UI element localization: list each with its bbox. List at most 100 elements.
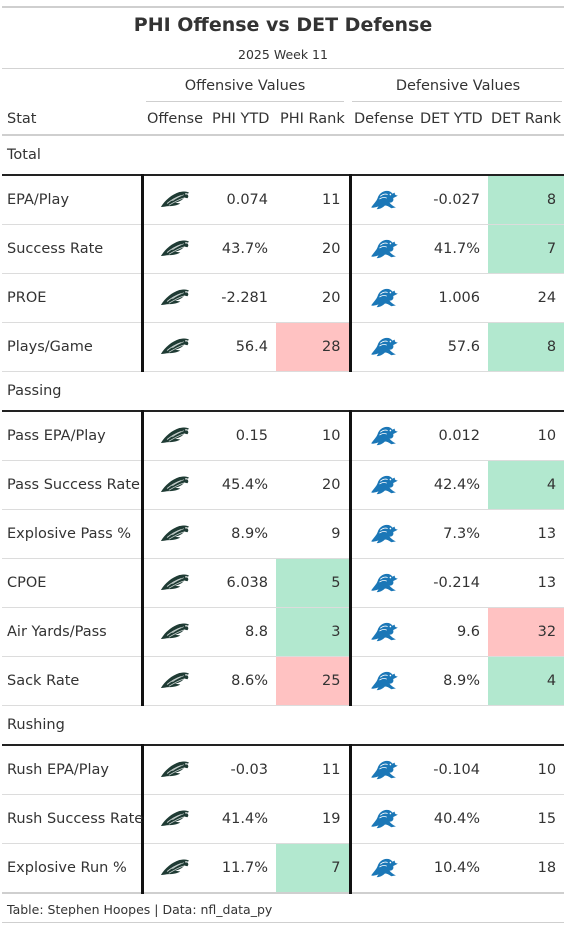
det-ytd-value: 8.9% [416, 656, 488, 706]
lions-logo-icon [369, 474, 399, 496]
offense-logo-cell [142, 745, 206, 795]
lions-logo-icon [369, 425, 399, 447]
det-ytd-value: 10.4% [416, 843, 488, 894]
defense-logo-cell [350, 843, 416, 894]
stat-name: Rush Success Rate [2, 794, 144, 844]
stat-name: Plays/Game [2, 322, 144, 372]
table-title: PHI Offense vs DET Defense [133, 14, 433, 36]
column-header-rule [2, 134, 564, 136]
table-row: Pass Success Rate 45.4% 20 42.4% 4 [2, 460, 565, 510]
offense-logo-cell [142, 460, 206, 510]
phi-ytd-value: 8.8 [206, 607, 276, 657]
eagles-logo-icon [160, 288, 190, 308]
det-rank-value: 24 [488, 273, 565, 323]
table-row: Plays/Game 56.4 28 57.6 8 [2, 322, 565, 372]
phi-rank-value: 20 [276, 460, 352, 510]
lions-logo-icon [369, 238, 399, 260]
defense-logo-cell [350, 322, 416, 372]
offense-logo-cell [142, 509, 206, 559]
table-row: Sack Rate 8.6% 25 8.9% 4 [2, 656, 565, 706]
phi-rank-value: 7 [276, 843, 352, 894]
phi-ytd-value: 6.038 [206, 558, 276, 608]
phi-rank-value: 11 [276, 175, 352, 225]
phi-rank-value: 9 [276, 509, 352, 559]
phi-rank-value: 3 [276, 607, 352, 657]
lions-logo-icon [369, 808, 399, 830]
eagles-logo-icon [160, 809, 190, 829]
det-rank-value: 10 [488, 745, 565, 795]
table-row: Success Rate 43.7% 20 41.7% 7 [2, 224, 565, 274]
table-row: Air Yards/Pass 8.8 3 9.6 32 [2, 607, 565, 657]
stat-name: EPA/Play [2, 175, 144, 225]
phi-rank-value: 20 [276, 224, 352, 274]
eagles-logo-icon [160, 426, 190, 446]
column-header-det-ytd: DET YTD [420, 111, 483, 127]
phi-ytd-value: 41.4% [206, 794, 276, 844]
offense-logo-cell [142, 175, 206, 225]
lions-logo-icon [369, 572, 399, 594]
det-rank-value: 4 [488, 656, 565, 706]
offense-logo-cell [142, 558, 206, 608]
spanner-rule-defense [352, 101, 562, 102]
stat-name: Air Yards/Pass [2, 607, 144, 657]
lions-logo-icon [369, 523, 399, 545]
spanner-rule-offense [146, 101, 344, 102]
lions-logo-icon [369, 857, 399, 879]
table-row: Rush EPA/Play -0.03 11 -0.104 10 [2, 745, 565, 795]
defense-logo-cell [350, 794, 416, 844]
group-label: Rushing [2, 705, 565, 746]
offense-logo-cell [142, 794, 206, 844]
phi-rank-value: 19 [276, 794, 352, 844]
stat-name: Explosive Pass % [2, 509, 144, 559]
det-rank-value: 10 [488, 411, 565, 461]
eagles-logo-icon [160, 337, 190, 357]
det-rank-value: 13 [488, 558, 565, 608]
defense-logo-cell [350, 460, 416, 510]
det-rank-value: 4 [488, 460, 565, 510]
defense-logo-cell [350, 411, 416, 461]
eagles-logo-icon [160, 239, 190, 259]
lions-logo-icon [369, 621, 399, 643]
stat-name: Explosive Run % [2, 843, 144, 894]
table-row: CPOE 6.038 5 -0.214 13 [2, 558, 565, 608]
det-ytd-value: 7.3% [416, 509, 488, 559]
det-ytd-value: 41.7% [416, 224, 488, 274]
det-ytd-value: 0.012 [416, 411, 488, 461]
phi-ytd-value: 8.9% [206, 509, 276, 559]
phi-rank-value: 5 [276, 558, 352, 608]
eagles-logo-icon [160, 858, 190, 878]
eagles-logo-icon [160, 573, 190, 593]
lions-logo-icon [369, 336, 399, 358]
det-ytd-value: 1.006 [416, 273, 488, 323]
phi-ytd-value: -2.281 [206, 273, 276, 323]
spanner-offensive-values: Offensive Values [184, 78, 306, 94]
defense-logo-cell [350, 607, 416, 657]
eagles-logo-icon [160, 524, 190, 544]
phi-ytd-value: 11.7% [206, 843, 276, 894]
offense-logo-cell [142, 411, 206, 461]
column-header-phi-rank: PHI Rank [280, 111, 345, 127]
defense-logo-cell [350, 656, 416, 706]
phi-rank-value: 25 [276, 656, 352, 706]
det-rank-value: 8 [488, 322, 565, 372]
phi-rank-value: 20 [276, 273, 352, 323]
det-ytd-value: 40.4% [416, 794, 488, 844]
offense-logo-cell [142, 843, 206, 894]
defense-logo-cell [350, 175, 416, 225]
defense-logo-cell [350, 509, 416, 559]
lions-logo-icon [369, 759, 399, 781]
top-rule [2, 6, 564, 8]
column-header-stat: Stat [7, 111, 37, 127]
det-ytd-value: -0.027 [416, 175, 488, 225]
bottom-rule [2, 922, 564, 923]
phi-ytd-value: 0.15 [206, 411, 276, 461]
det-rank-value: 32 [488, 607, 565, 657]
group-row-0: Total [2, 136, 565, 176]
column-header-det-rank: DET Rank [491, 111, 562, 127]
phi-ytd-value: 8.6% [206, 656, 276, 706]
column-header-offense: Offense [147, 111, 203, 127]
table-row: Pass EPA/Play 0.15 10 0.012 10 [2, 411, 565, 461]
det-ytd-value: 9.6 [416, 607, 488, 657]
offense-logo-cell [142, 607, 206, 657]
